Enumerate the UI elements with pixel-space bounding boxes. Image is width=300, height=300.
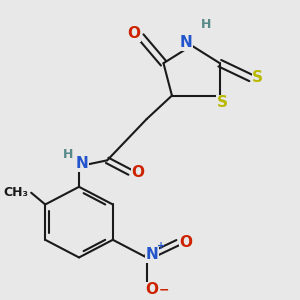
Text: CH₃: CH₃ — [3, 186, 28, 199]
Text: +: + — [157, 241, 165, 251]
Text: S: S — [252, 70, 263, 86]
Text: H: H — [200, 18, 211, 32]
Text: S: S — [217, 95, 228, 110]
Text: N: N — [146, 247, 159, 262]
Text: N: N — [180, 35, 192, 50]
Text: N: N — [76, 156, 88, 171]
Text: O: O — [146, 282, 159, 297]
Text: H: H — [63, 148, 73, 161]
Text: O: O — [128, 26, 140, 41]
Text: O: O — [179, 235, 193, 250]
Text: O: O — [132, 165, 145, 180]
Text: −: − — [158, 283, 169, 296]
